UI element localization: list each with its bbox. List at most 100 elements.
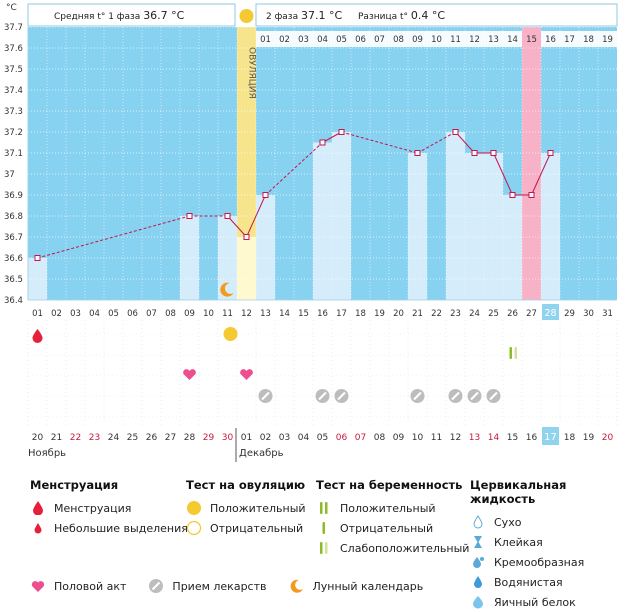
legend-item-label: Положительный [340,501,436,515]
medication-pill-line [318,391,327,401]
cycle-day-cell [256,31,275,47]
temp-point [262,192,269,198]
weak-bar-icon [316,540,332,556]
calendar-date: 05 [317,433,328,443]
cycle-day-cell [275,31,294,47]
temp-bar [237,237,256,300]
cycle-day-label: 16 [545,35,556,45]
legend-item-label: Менструация [54,501,132,515]
legend-pregnancy-test-title: Тест на беременность [316,478,463,492]
drop-small-icon [30,520,46,536]
cycle-day-cell [389,31,408,47]
temp-point [509,192,516,198]
legend-item-watery: Водянистая [470,572,626,592]
y-tick-label: 37 [4,170,15,180]
medication-pill-line [261,391,270,401]
month-label-december: Декабрь [239,448,284,459]
phase2-stat: 2 фаза 37.1 °C [266,9,342,22]
temp-point [452,129,459,135]
y-tick-label: 36.6 [4,254,23,264]
cycle-day-cell [408,31,427,47]
today-marker [542,304,559,320]
x-day-label: 09 [184,309,195,319]
x-day-label: 19 [374,309,385,319]
calendar-date: 22 [70,433,81,443]
temp-point [471,150,478,156]
month-label-november: Ноябрь [28,448,66,459]
double-bar-icon [316,500,332,516]
temp-segment [417,131,456,154]
legend-item-label: Небольшие выделения [54,521,188,535]
x-day-label: 25 [488,309,499,319]
calendar-date: 15 [507,433,518,443]
calendar-date: 03 [279,433,290,443]
legend-cervical-fluid: Цервикальная жидкость Сухо Клейкая Кремо… [470,478,626,612]
legend-item-pregnancy-weak: Слабоположительный [316,538,469,558]
drop-filled-icon [470,574,486,590]
x-day-label: 02 [51,309,62,319]
x-day-label: 14 [279,309,290,319]
temp-segment [455,131,475,154]
single-bar-icon [316,520,332,536]
creamy-drop-icon [470,554,486,570]
diff-stat: Разница t° 0.4 °C [358,9,445,22]
y-tick-label: 37.3 [4,107,23,117]
temp-point [243,234,250,240]
cycle-day-cell [484,31,503,47]
calendar-date: 06 [336,433,348,443]
legend-item-label: Половой акт [54,579,127,593]
x-day-label: 13 [260,309,271,319]
y-tick-label: 37.2 [4,128,23,138]
y-tick-label: 37.1 [4,149,23,159]
cycle-day-label: 03 [298,35,309,45]
x-day-label: 08 [165,309,176,319]
y-tick-label: 36.5 [4,275,23,285]
x-day-label: 12 [241,309,252,319]
hourglass-icon [470,534,486,550]
drop-large-icon [30,500,46,516]
legend-item-label: Прием лекарств [172,579,267,593]
legend-item-menstruation: Менструация [30,498,188,518]
x-day-label: 26 [507,309,518,319]
temp-point [490,150,497,156]
cycle-day-cell [541,31,560,47]
x-day-label: 16 [317,309,328,319]
legend-item-lunar: Лунный календарь [289,578,424,594]
medication-pill-line [451,391,460,401]
temp-segment [246,194,266,238]
menstruation-drop [32,329,43,343]
x-day-label: 17 [336,309,347,319]
x-day-label: 22 [431,309,442,319]
calendar-date: 07 [355,433,366,443]
x-day-label: 24 [469,309,480,319]
legend-item-label: Лунный календарь [312,579,424,593]
legend-item-label: Отрицательный [340,521,434,535]
y-tick-label: 36.4 [4,296,23,306]
legend-item-sticky: Клейкая [470,532,626,552]
legend-item-pregnancy-negative: Отрицательный [316,518,469,538]
cycle-day-cell [351,31,370,47]
y-axis-ticks: 37.7 37.6 37.5 37.4 37.3 37.2 37.1 37 36.9 36.8 36… [4,23,23,306]
cycle-day-cell [332,31,351,47]
x-day-label: 31 [602,309,613,319]
legend-ovulation-test: Тест на овуляцию Положительный Отрицател… [186,478,306,538]
legend-menstruation: Менструация Менструация Небольшие выделе… [30,478,188,538]
x-day-label: 01 [32,309,43,319]
legend-item-dry: Сухо [470,512,626,532]
temp-segment [493,152,513,196]
x-day-label: 28 [544,308,556,319]
x-day-label: 03 [70,309,81,319]
temp-segment [341,131,418,154]
x-day-label: 07 [146,309,157,319]
sun-outline-icon [186,520,202,536]
temp-point [34,255,41,261]
medication-pill-line [337,391,346,401]
calendar-date: 08 [374,433,386,443]
y-tick-label: 37.5 [4,65,23,75]
temp-bar [503,195,522,300]
calendar-date: 25 [127,433,138,443]
temp-segment [37,215,190,259]
temp-segment [322,131,342,143]
drop-wide-icon [470,594,486,610]
temp-bar [256,195,275,300]
